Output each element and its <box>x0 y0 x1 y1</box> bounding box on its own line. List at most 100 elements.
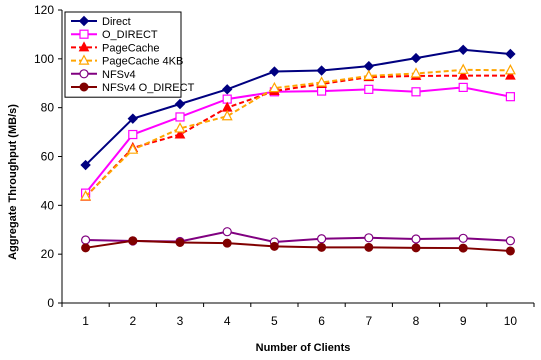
data-point <box>175 237 185 247</box>
legend-swatch-marker <box>78 41 90 52</box>
y-tick-label: 80 <box>41 101 55 115</box>
data-point <box>505 92 515 102</box>
series-nfsv4-o-direct <box>81 236 515 256</box>
x-tick-labels: 1 2 3 4 5 6 7 8 9 10 <box>82 314 517 328</box>
data-point <box>175 112 185 122</box>
data-point <box>458 82 468 93</box>
series-direct <box>80 44 516 171</box>
legend-item: Direct <box>71 15 131 28</box>
legend-item: NFSv4 <box>71 69 136 81</box>
data-point <box>411 234 421 244</box>
x-tick-label: 9 <box>460 314 467 328</box>
x-tick-label: 5 <box>271 314 278 328</box>
y-tick-label: 0 <box>47 296 54 310</box>
data-point <box>269 66 280 77</box>
data-point <box>316 76 328 87</box>
y-tick-label: 20 <box>41 247 55 261</box>
legend-swatch-marker <box>79 29 89 39</box>
legend-item: O_DIRECT <box>71 29 158 41</box>
data-point <box>80 159 91 171</box>
x-tick-label: 4 <box>224 314 231 328</box>
legend-label: O_DIRECT <box>102 29 158 41</box>
legend-swatch-marker <box>78 15 90 27</box>
x-tick-label: 10 <box>504 314 518 328</box>
data-point <box>411 243 421 253</box>
y-tick-label: 60 <box>41 150 55 164</box>
legend-label: NFSv4 O_DIRECT <box>102 82 195 94</box>
axes <box>58 9 535 307</box>
x-tick-label: 2 <box>129 314 136 328</box>
data-point <box>316 65 327 76</box>
series-nfsv4 <box>80 227 515 247</box>
data-point <box>505 48 516 60</box>
x-tick-label: 3 <box>177 314 184 328</box>
data-point <box>364 84 374 94</box>
series-line-o-direct <box>84 86 511 194</box>
series-group <box>80 44 516 256</box>
x-tick-label: 8 <box>413 314 420 328</box>
x-axis-label: Number of Clients <box>256 342 351 354</box>
data-point <box>317 242 327 252</box>
legend-swatch-marker <box>79 82 89 92</box>
series-pagecache-4kb <box>80 63 516 201</box>
data-point <box>128 129 138 140</box>
data-point <box>268 81 280 93</box>
series-line-nfsv4-o-direct <box>85 239 511 252</box>
data-point <box>269 241 279 251</box>
data-point <box>457 44 469 56</box>
y-tick-label: 40 <box>41 198 55 212</box>
legend-label: Direct <box>102 16 131 28</box>
legend-label: NFSv4 <box>102 69 136 81</box>
data-point <box>127 113 139 124</box>
series-o-direct <box>80 82 515 198</box>
y-axis-label: Aggregate Throughput (MB/s) <box>7 104 19 260</box>
data-point <box>317 86 327 96</box>
data-point <box>411 87 421 97</box>
data-point <box>410 52 422 64</box>
data-point <box>505 69 516 80</box>
data-point <box>80 235 91 245</box>
data-point <box>174 122 186 133</box>
legend-swatch-marker <box>78 54 90 65</box>
legend-label: PageCache 4KB <box>102 56 183 68</box>
data-point <box>128 236 138 246</box>
data-point <box>222 238 232 248</box>
data-point <box>221 109 233 121</box>
legend-label: PageCache <box>102 42 160 54</box>
data-point <box>457 69 469 80</box>
y-tick-label: 120 <box>34 3 54 17</box>
data-point <box>81 243 91 253</box>
data-point <box>80 190 92 201</box>
data-point <box>364 233 374 243</box>
data-point <box>457 63 469 74</box>
series-line-pagecache-4kb <box>84 68 511 198</box>
legend-swatch-marker <box>79 69 89 79</box>
data-point <box>222 227 232 237</box>
data-point <box>364 242 374 252</box>
data-point <box>458 233 468 243</box>
y-tick-labels: 0 20 40 60 80 100 120 <box>34 3 54 310</box>
data-point <box>317 234 327 244</box>
legend-item: NFSv4 O_DIRECT <box>71 82 195 94</box>
data-point <box>504 64 516 75</box>
data-point <box>174 128 186 139</box>
data-point <box>505 236 515 246</box>
legend-item: PageCache <box>71 41 160 54</box>
data-point <box>221 101 233 112</box>
data-point <box>363 69 375 81</box>
data-point <box>505 246 515 256</box>
data-point <box>174 98 186 110</box>
legend-item: PageCache 4KB <box>71 54 183 68</box>
series-line-pagecache <box>84 74 511 198</box>
x-tick-label: 7 <box>365 314 372 328</box>
y-tick-label: 100 <box>34 52 54 66</box>
data-point <box>410 67 422 78</box>
series-line-direct <box>84 48 511 166</box>
x-tick-label: 6 <box>318 314 325 328</box>
data-point <box>221 84 233 95</box>
data-point <box>458 243 468 253</box>
data-point <box>127 143 139 154</box>
x-tick-label: 1 <box>82 314 89 328</box>
